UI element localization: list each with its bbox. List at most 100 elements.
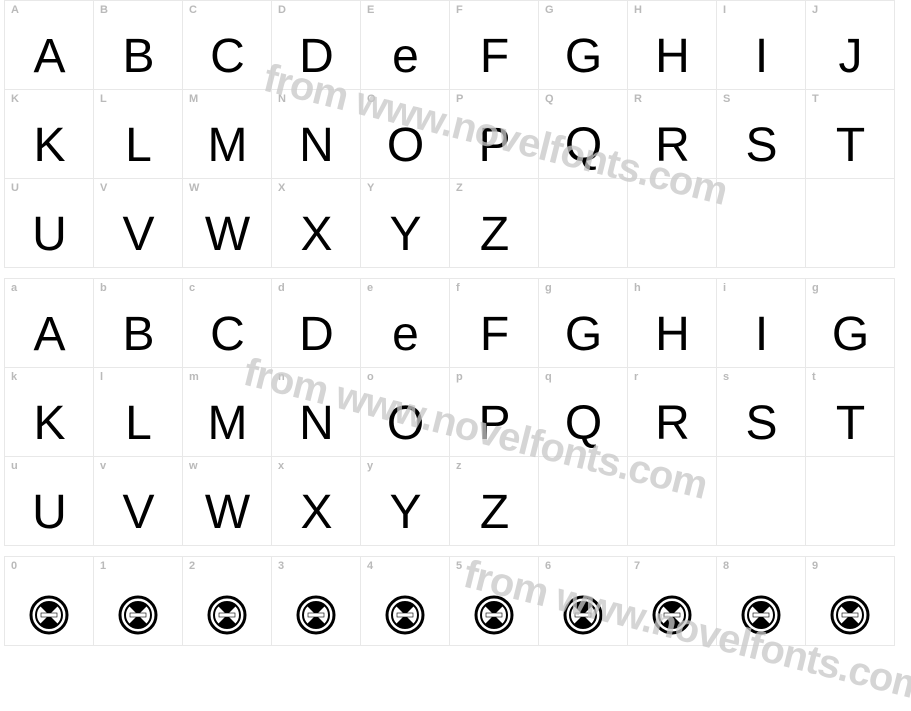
cell-glyph: e [361, 311, 449, 359]
glyph-cell: DD [271, 0, 361, 90]
cell-label: Z [456, 182, 463, 194]
cell-label: p [456, 371, 463, 383]
cell-glyph: F [450, 33, 538, 81]
glyph-cell [627, 178, 717, 268]
circle-badge-icon [717, 589, 805, 637]
glyph-cell: pP [449, 367, 539, 457]
cell-glyph: C [183, 33, 271, 81]
cell-label: i [723, 282, 726, 294]
cell-label: r [634, 371, 638, 383]
glyph-cell: Ee [360, 0, 450, 90]
circle-badge-icon [5, 589, 93, 637]
circle-badge-icon [361, 589, 449, 637]
glyph-cell: iI [716, 278, 806, 368]
circle-badge-icon [94, 589, 182, 637]
cell-glyph: Q [539, 400, 627, 448]
glyph-cell: tT [805, 367, 895, 457]
cell-glyph: I [717, 311, 805, 359]
glyph-cell: fF [449, 278, 539, 368]
cell-glyph: G [539, 33, 627, 81]
cell-glyph: O [361, 400, 449, 448]
glyph-cell: OO [360, 89, 450, 179]
glyph-cell [805, 178, 895, 268]
cell-glyph: B [94, 33, 182, 81]
glyph-cell: VV [93, 178, 183, 268]
cell-label: k [11, 371, 17, 383]
glyph-cell: 0 [4, 556, 94, 646]
cell-label: I [723, 4, 726, 16]
cell-label: a [11, 282, 17, 294]
cell-label: 6 [545, 560, 551, 572]
cell-label: 0 [11, 560, 17, 572]
glyph-cell: BB [93, 0, 183, 90]
cell-glyph: I [717, 33, 805, 81]
cell-label: 2 [189, 560, 195, 572]
cell-label: g [812, 282, 819, 294]
glyph-cell [805, 456, 895, 546]
cell-label: E [367, 4, 374, 16]
cell-glyph: e [361, 33, 449, 81]
cell-glyph: J [806, 33, 894, 81]
glyph-cell: KK [4, 89, 94, 179]
cell-label: T [812, 93, 819, 105]
cell-label: M [189, 93, 198, 105]
glyph-cell: 6 [538, 556, 628, 646]
glyph-cell: 3 [271, 556, 361, 646]
glyph-cell: mM [182, 367, 272, 457]
glyph-cell: II [716, 0, 806, 90]
cell-glyph: A [5, 311, 93, 359]
glyph-cell: QQ [538, 89, 628, 179]
cell-label: q [545, 371, 552, 383]
glyph-cell: MM [182, 89, 272, 179]
cell-glyph: X [272, 489, 360, 537]
cell-label: s [723, 371, 729, 383]
cell-glyph: K [5, 122, 93, 170]
cell-label: c [189, 282, 195, 294]
cell-label: e [367, 282, 373, 294]
cell-label: Q [545, 93, 554, 105]
glyph-row: AABBCCDDEeFFGGHHIIJJ [4, 0, 911, 89]
glyph-cell: 7 [627, 556, 717, 646]
glyph-cell: LL [93, 89, 183, 179]
glyph-cell: TT [805, 89, 895, 179]
cell-glyph: H [628, 311, 716, 359]
glyph-cell: FF [449, 0, 539, 90]
cell-glyph: W [183, 489, 271, 537]
cell-glyph: P [450, 122, 538, 170]
glyph-cell: dD [271, 278, 361, 368]
cell-label: V [100, 182, 107, 194]
circle-badge-icon [806, 589, 894, 637]
cell-label: A [11, 4, 19, 16]
cell-glyph: F [450, 311, 538, 359]
glyph-cell: yY [360, 456, 450, 546]
cell-label: m [189, 371, 199, 383]
cell-label: f [456, 282, 460, 294]
cell-label: P [456, 93, 463, 105]
glyph-cell: 1 [93, 556, 183, 646]
cell-label: J [812, 4, 818, 16]
glyph-cell: WW [182, 178, 272, 268]
glyph-cell [716, 178, 806, 268]
cell-glyph: U [5, 211, 93, 259]
cell-glyph: V [94, 211, 182, 259]
cell-label: 1 [100, 560, 106, 572]
cell-glyph: Y [361, 211, 449, 259]
cell-glyph: T [806, 122, 894, 170]
circle-badge-icon [628, 589, 716, 637]
cell-glyph: D [272, 311, 360, 359]
cell-label: 8 [723, 560, 729, 572]
glyph-cell: rR [627, 367, 717, 457]
glyph-cell: wW [182, 456, 272, 546]
cell-label: h [634, 282, 641, 294]
cell-label: N [278, 93, 286, 105]
cell-label: n [278, 371, 285, 383]
cell-glyph: A [5, 33, 93, 81]
glyph-cell: lL [93, 367, 183, 457]
glyph-row: aAbBcCdDeefFgGhHiIgG [4, 278, 911, 367]
glyph-cell [716, 456, 806, 546]
glyph-cell: JJ [805, 0, 895, 90]
glyph-cell: nN [271, 367, 361, 457]
glyph-cell: aA [4, 278, 94, 368]
cell-label: R [634, 93, 642, 105]
cell-glyph: H [628, 33, 716, 81]
